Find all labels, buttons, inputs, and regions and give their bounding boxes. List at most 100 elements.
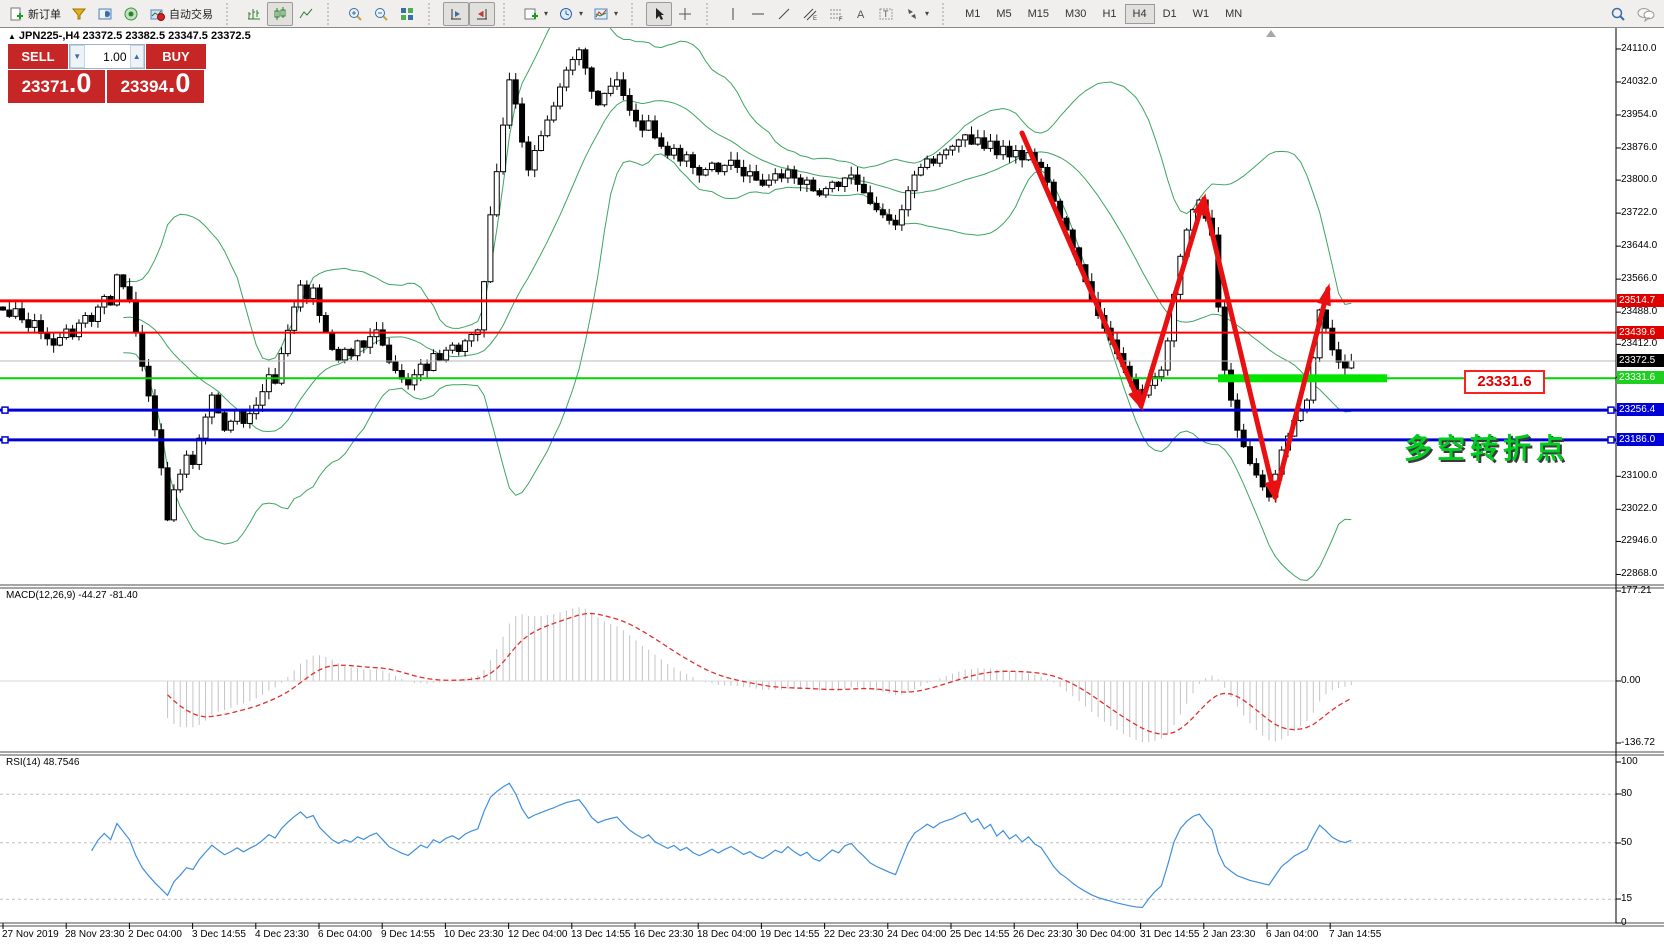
new-chart-icon (524, 8, 538, 19)
time-label: 18 Dec 04:00 (697, 929, 757, 940)
time-label: 30 Dec 04:00 (1076, 929, 1136, 940)
text-label-icon: T (879, 8, 893, 19)
timeframe-w1[interactable]: W1 (1192, 7, 1210, 20)
timeframe-d1[interactable]: D1 (1162, 7, 1177, 20)
navigator-button[interactable] (92, 2, 118, 26)
zoom-in-icon (349, 7, 362, 21)
buy-button[interactable]: BUY (146, 44, 206, 69)
timeframe-m5[interactable]: M5 (996, 7, 1012, 20)
price-tick: 23412.0 (1621, 338, 1658, 349)
crosshair-button[interactable] (672, 2, 698, 26)
arrows-button[interactable]: ▾ (899, 2, 934, 26)
autoscroll-button[interactable] (443, 1, 469, 26)
trendline-icon (778, 8, 790, 19)
market-watch-button[interactable] (66, 2, 92, 26)
templates-button[interactable]: ▾ (588, 2, 623, 26)
time-label: 25 Dec 14:55 (950, 929, 1010, 940)
cursor-icon (656, 7, 665, 20)
buy-price[interactable]: 23394.0 (107, 70, 204, 103)
horizontal-line-button[interactable] (745, 2, 771, 26)
price-tick: 24032.0 (1621, 76, 1658, 87)
chat-icon[interactable] (1636, 6, 1656, 22)
time-label: 2 Jan 23:30 (1203, 929, 1256, 940)
price-tick: 23100.0 (1621, 470, 1658, 481)
price-tick: 23800.0 (1621, 174, 1658, 185)
periods-button[interactable]: ▾ (553, 2, 588, 26)
chart-shift-icon (477, 8, 487, 19)
bar-chart-icon (248, 8, 260, 19)
tile-windows-button[interactable] (394, 2, 420, 26)
time-label: 3 Dec 14:55 (192, 929, 246, 940)
dropdown-arrow-icon: ▾ (579, 9, 584, 18)
rsi-label: RSI(14) 48.7546 (6, 757, 80, 768)
macd-tick: 177.21 (1621, 585, 1652, 596)
new-order-button[interactable]: 新订单 (3, 2, 66, 26)
new-chart-button[interactable]: ▾ (518, 2, 553, 26)
chart-shift-button[interactable] (469, 1, 495, 26)
line-chart-icon (299, 8, 313, 18)
vertical-line-icon (732, 7, 734, 20)
vertical-line-button[interactable] (721, 2, 745, 26)
sell-price[interactable]: 23371.0 (8, 70, 105, 103)
price-tick: 23722.0 (1621, 207, 1658, 218)
navigator-icon (98, 8, 112, 19)
fibonacci-button[interactable]: F (823, 2, 849, 26)
timeframe-m15[interactable]: M15 (1027, 7, 1050, 20)
rsi-tick: 80 (1621, 788, 1633, 799)
time-label: 2 Dec 04:00 (128, 929, 182, 940)
turning-point-annotation[interactable]: 多空转折点 (1404, 433, 1570, 464)
arrows-icon (908, 8, 917, 19)
text-button[interactable]: A (849, 2, 873, 26)
volume-increase-button[interactable]: ▲ (129, 45, 144, 68)
timeframe-h4[interactable]: H4 (1124, 3, 1155, 24)
svg-text:T: T (883, 9, 889, 19)
macd-tick: 0.00 (1621, 675, 1641, 686)
timeframe-mn[interactable]: MN (1225, 7, 1243, 20)
symbol-ohlc-text: JPN225-,H4 23372.5 23382.5 23347.5 23372… (18, 30, 251, 42)
rsi-tick: 50 (1621, 837, 1633, 848)
one-click-trade-panel: SELL ▼ ▲ BUY 23371.0 23394.0 (8, 44, 206, 103)
autotrading-label: 自动交易 (169, 8, 213, 21)
time-label: 27 Nov 2019 (2, 929, 59, 940)
line-chart-button[interactable] (293, 2, 319, 26)
zoom-in-button[interactable] (342, 2, 368, 26)
search-icon[interactable] (1610, 6, 1626, 22)
autoscroll-icon (451, 8, 461, 19)
collapse-triangle-icon[interactable]: ▲ (8, 32, 16, 41)
timeframe-m1[interactable]: M1 (965, 7, 981, 20)
signal-icon (124, 7, 138, 20)
funnel-icon (71, 8, 87, 19)
candlestick-chart-button[interactable] (267, 1, 293, 26)
signals-button[interactable] (118, 2, 144, 26)
autotrading-button[interactable]: 自动交易 (144, 2, 218, 26)
time-label: 6 Jan 04:00 (1266, 929, 1319, 940)
zoom-out-button[interactable] (368, 2, 394, 26)
cursor-button[interactable] (646, 1, 673, 26)
text-label-button[interactable]: T (873, 2, 899, 26)
equidistant-channel-button[interactable]: E (797, 2, 823, 26)
volume-input[interactable] (84, 45, 130, 68)
time-label: 31 Dec 14:55 (1140, 929, 1200, 940)
dropdown-arrow-icon: ▾ (614, 9, 619, 18)
candlestick-icon (274, 6, 286, 20)
price-annotation-box[interactable]: 23331.6 (1464, 370, 1545, 394)
volume-decrease-button[interactable]: ▼ (70, 45, 85, 68)
time-label: 13 Dec 14:55 (571, 929, 631, 940)
sell-button[interactable]: SELL (8, 44, 68, 69)
rsi-tick: 0 (1621, 917, 1627, 928)
tile-windows-icon (401, 7, 413, 20)
timeframe-h1[interactable]: H1 (1102, 7, 1117, 20)
price-tick: 23954.0 (1621, 109, 1658, 120)
timeframe-m30[interactable]: M30 (1065, 7, 1087, 20)
bar-chart-button[interactable] (241, 2, 267, 26)
time-label: 19 Dec 14:55 (760, 929, 820, 940)
autotrading-icon (150, 9, 165, 21)
trendline-button[interactable] (771, 2, 797, 26)
rsi-tick: 100 (1621, 756, 1638, 767)
toolbar: 新订单 (0, 0, 1664, 28)
svg-text:F: F (839, 17, 843, 22)
new-order-label: 新订单 (28, 8, 61, 21)
time-label: 26 Dec 23:30 (1013, 929, 1073, 940)
channel-icon: E (803, 8, 817, 22)
